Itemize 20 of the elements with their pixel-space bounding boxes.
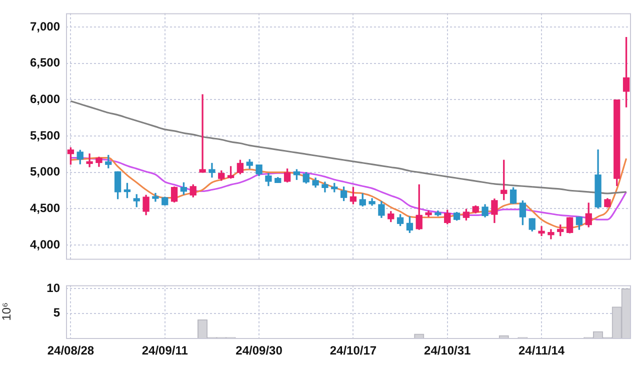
candlestick: [538, 226, 545, 236]
x-tick-label: 24/09/30: [236, 344, 283, 358]
y-tick-label: 4,000: [30, 237, 60, 252]
y-tick-label: 6,000: [30, 92, 60, 106]
y-tick-label: 5,000: [30, 164, 60, 179]
y-tick-label: 7,000: [30, 19, 60, 34]
y-tick-label: 6,500: [30, 56, 60, 70]
line-series: [70, 100, 628, 194]
x-tick-label: 24/08/28: [47, 344, 94, 358]
x-tick-label: 24/10/17: [330, 344, 377, 358]
candlestick: [86, 153, 93, 168]
y-axis-title: 10⁶: [0, 302, 14, 321]
y-tick-label: 10: [46, 280, 60, 295]
y-tick-label: 5: [53, 306, 60, 320]
candlestick: [199, 94, 206, 173]
x-tick-label: 24/09/11: [142, 344, 188, 358]
x-tick-label: 24/10/31: [424, 344, 472, 358]
x-tick-label: 24/11/14: [518, 344, 565, 358]
y-tick-label: 5,500: [30, 128, 60, 142]
y-tick-label: 4,500: [30, 200, 60, 215]
